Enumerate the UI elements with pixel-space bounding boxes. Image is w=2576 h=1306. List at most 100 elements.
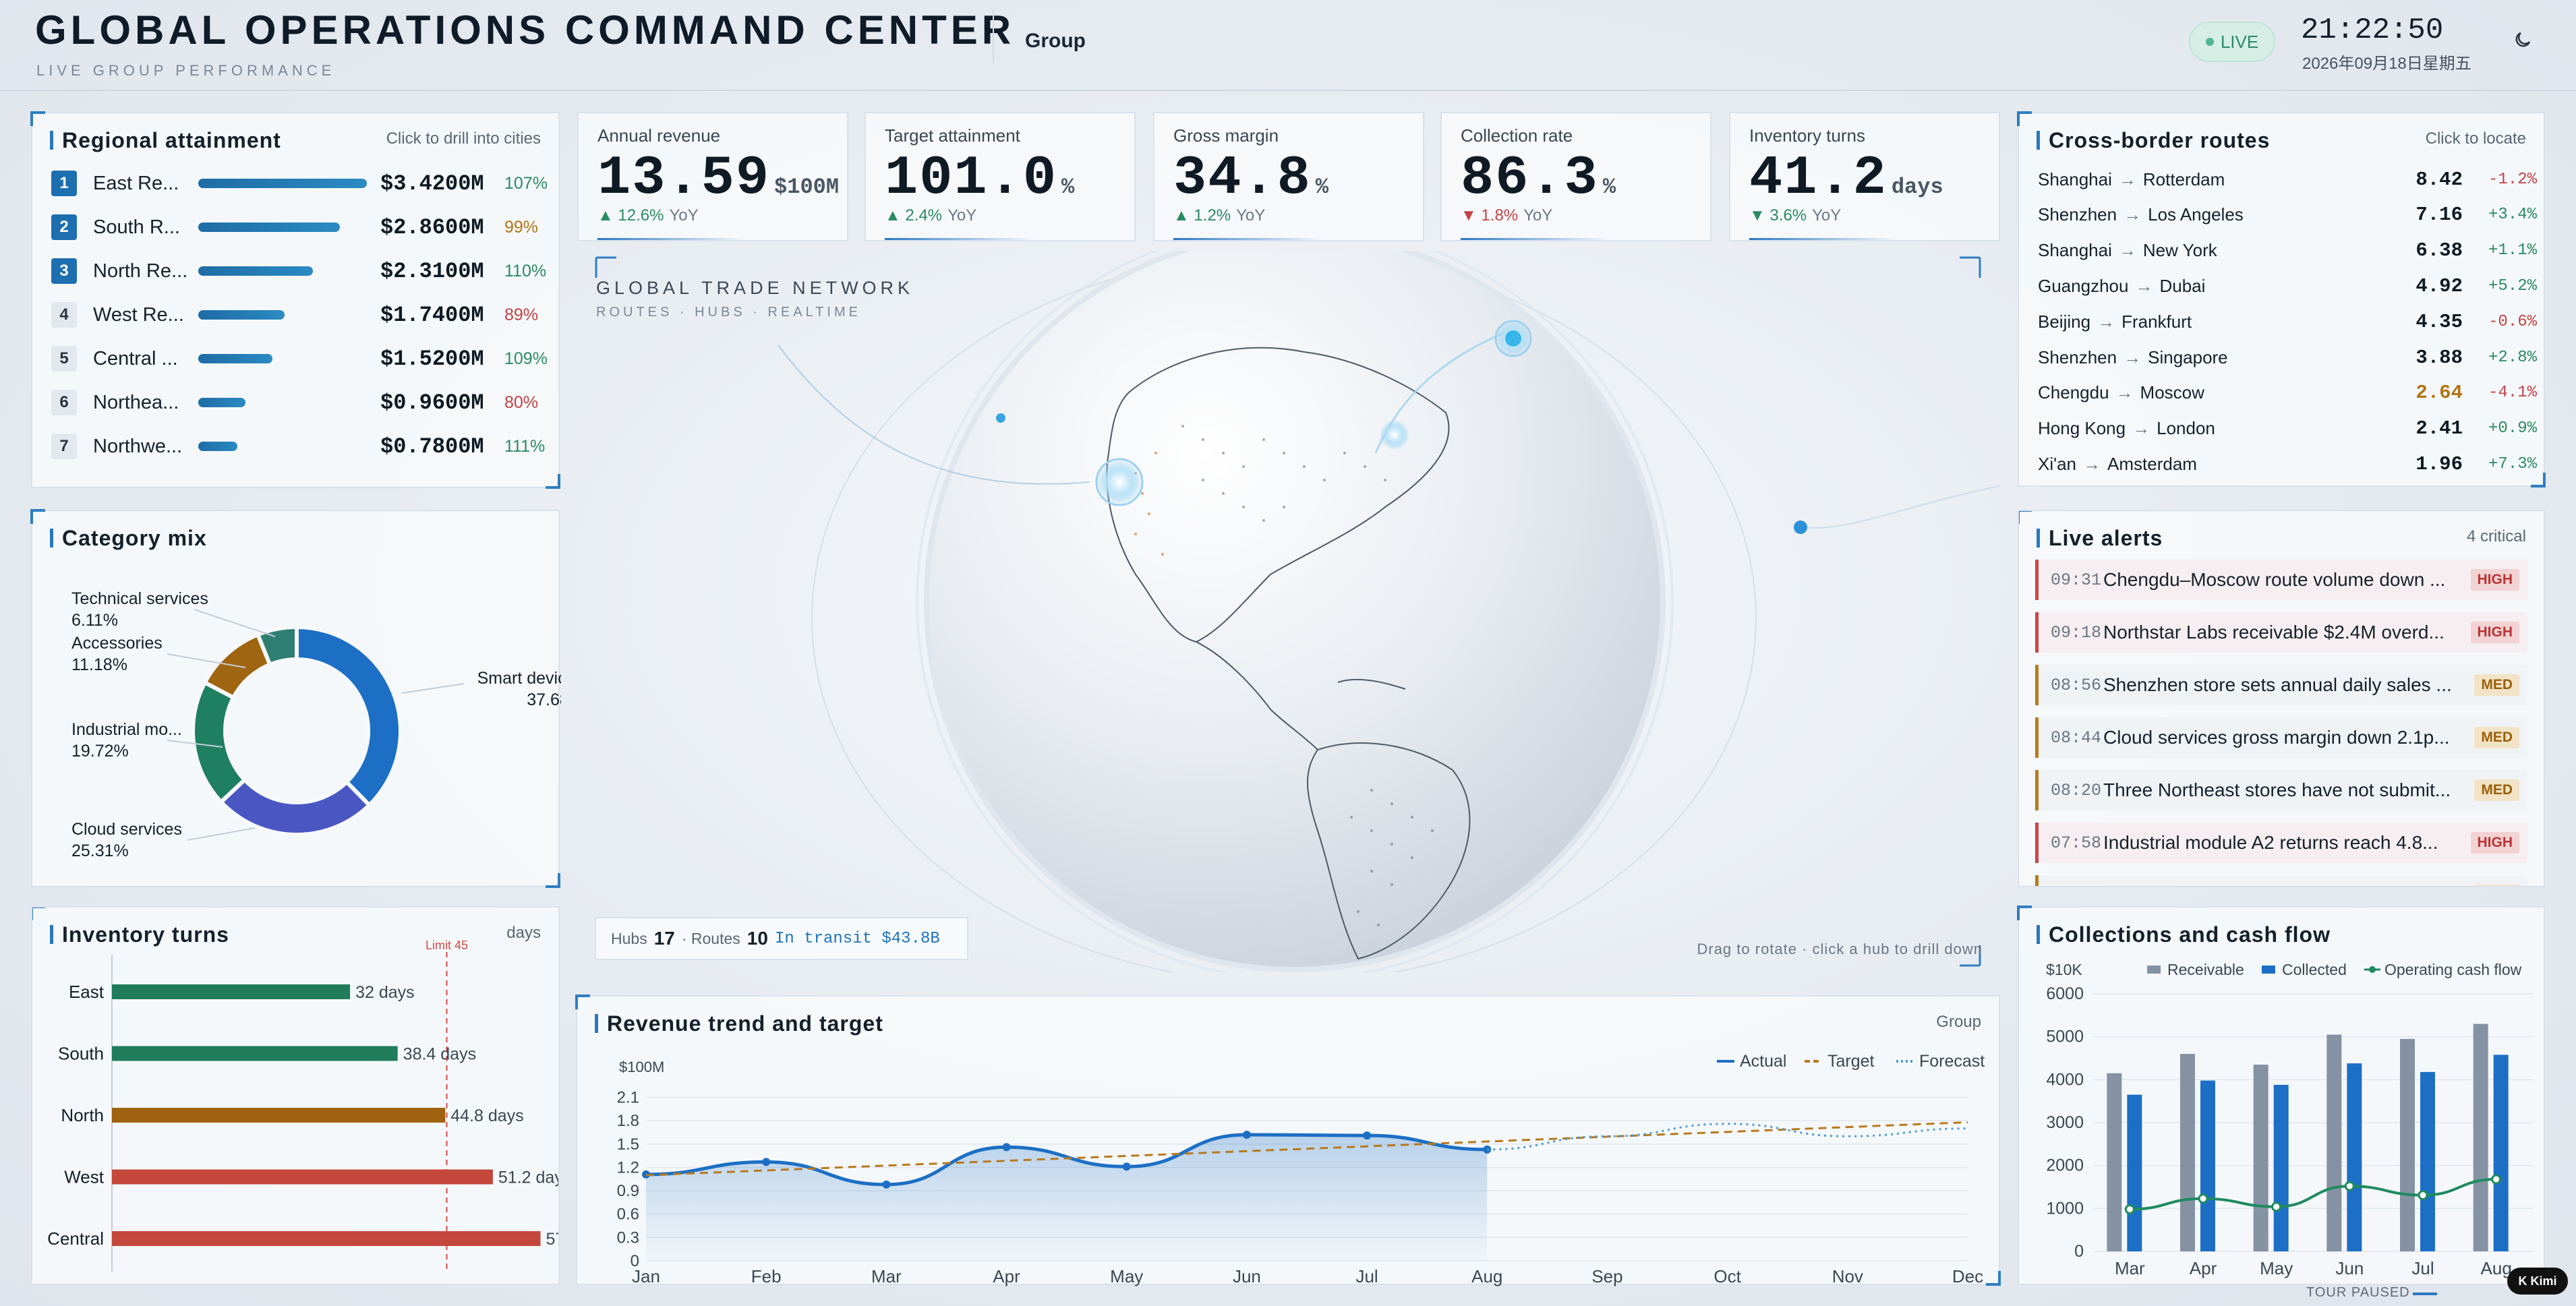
route-row[interactable]: Xi'an → Amsterdam 1.96 +7.3%: [2038, 446, 2537, 481]
kpi-card[interactable]: Annual revenue 13.59 $100M ▲ 12.6% YoY: [577, 112, 848, 241]
series-line-forecast[interactable]: [1487, 1123, 1968, 1151]
alert-item[interactable]: 09:31 Chengdu–Moscow route volume down ..…: [2035, 560, 2527, 600]
cash-flow-point[interactable]: [2418, 1190, 2428, 1201]
receivable-bar[interactable]: [2400, 1038, 2415, 1251]
cash-flow-point[interactable]: [2124, 1204, 2135, 1215]
actual-point[interactable]: [762, 1158, 771, 1166]
region-row[interactable]: 4 West Re... $1.7400M 89%: [51, 300, 550, 330]
region-row[interactable]: 3 North Re... $2.3100M 110%: [51, 256, 550, 286]
actual-point[interactable]: [1122, 1162, 1131, 1171]
kpi-delta: ▲ 12.6% YoY: [597, 206, 699, 225]
actual-point[interactable]: [882, 1180, 891, 1189]
collected-bar[interactable]: [2347, 1063, 2362, 1251]
inventory-bar[interactable]: [112, 1046, 398, 1061]
kpi-value-wrap: 41.2 days: [1749, 147, 1943, 210]
alert-item[interactable]: 08:56 Shenzhen store sets annual daily sa…: [2035, 665, 2527, 705]
panel-corner: [30, 509, 45, 524]
globe-panel[interactable]: GLOBAL TRADE NETWORK ROUTES · HUBS · REA…: [576, 251, 2000, 972]
alert-item[interactable]: 08:20 Three Northeast stores have not sub…: [2035, 770, 2527, 810]
alert-item[interactable]: 08:44 Cloud services gross margin down 2.…: [2035, 717, 2527, 758]
collected-bar[interactable]: [2420, 1071, 2435, 1251]
kpi-card[interactable]: Collection rate 86.3% ▼ 1.8% YoY: [1440, 112, 1711, 241]
route-row[interactable]: Chengdu → Moscow 2.64 -4.1%: [2038, 376, 2537, 411]
legend-label: Operating cash flow: [2384, 961, 2522, 978]
globe-graphic[interactable]: [576, 251, 2000, 972]
alert-item[interactable]: 07:58 Industrial module A2 returns reach …: [2035, 823, 2527, 863]
actual-point[interactable]: [1483, 1145, 1492, 1154]
inventory-bar[interactable]: [112, 1169, 493, 1185]
collected-bar[interactable]: [2273, 1084, 2289, 1251]
collected-bar[interactable]: [2493, 1055, 2509, 1251]
donut-slice[interactable]: [191, 680, 248, 805]
receivable-bar[interactable]: [2473, 1023, 2488, 1251]
kpi-yoy-label: YoY: [1236, 206, 1266, 225]
donut-percent-label: 6.11%: [71, 611, 118, 630]
series-line-target[interactable]: [645, 1121, 1968, 1177]
cash-flow-point[interactable]: [2344, 1181, 2355, 1191]
region-row[interactable]: 5 Central ... $1.5200M 109%: [51, 344, 550, 374]
actual-point[interactable]: [1002, 1143, 1011, 1152]
route-row[interactable]: Shenzhen → Los Angeles 7.16 +3.4%: [2038, 198, 2537, 233]
alert-time: 09:31: [2051, 570, 2102, 590]
hubs-label: Hubs: [611, 929, 647, 947]
donut-slice[interactable]: [255, 624, 299, 667]
cash-flow-point[interactable]: [2198, 1193, 2208, 1204]
route-row[interactable]: Guangzhou → Dubai 4.92 +5.2%: [2038, 268, 2537, 303]
inventory-bar-chart[interactable]: Limit 45 East 32 days South 38.4 days North 44…: [32, 908, 560, 1285]
receivable-bar[interactable]: [2253, 1065, 2268, 1251]
region-row[interactable]: 7 Northwe... $0.7800M 111%: [51, 432, 550, 461]
receivable-bar[interactable]: [2180, 1054, 2195, 1251]
revenue-line-chart[interactable]: $100M 0 0.3 0.6 0.9 1.2 1.5 1.8 2.1 Jan Feb Mar Apr M…: [577, 997, 2001, 1286]
kpi-delta-value: 1.2%: [1194, 206, 1231, 225]
live-badge[interactable]: LIVE: [2189, 22, 2275, 62]
donut-slice[interactable]: [295, 624, 403, 808]
moon-icon[interactable]: [2513, 30, 2533, 50]
header-divider: [993, 9, 994, 63]
kpi-card[interactable]: Gross margin 34.8% ▲ 1.2% YoY: [1153, 112, 1424, 241]
tour-status[interactable]: TOUR PAUSED: [2306, 1285, 2410, 1300]
severity-badge: MED: [2474, 885, 2519, 886]
region-attainment-pct: 89%: [504, 305, 539, 324]
tour-progress: [2413, 1293, 2437, 1295]
category-donut-chart[interactable]: Smart devices 37.68% Cloud services 25.31% I…: [32, 511, 561, 889]
alert-message: Cloud services gross margin down 2.1p...: [2103, 727, 2450, 748]
region-row[interactable]: 1 East Re... $3.4200M 107%: [51, 169, 550, 198]
actual-point[interactable]: [1242, 1130, 1251, 1139]
route-row[interactable]: Shanghai → New York 6.38 +1.1%: [2038, 233, 2537, 268]
route-origin: Xi'an: [2038, 453, 2077, 474]
route-row[interactable]: Hong Kong → London 2.41 +0.9%: [2038, 411, 2537, 446]
alert-message: Three Northeast stores have not submit..…: [2103, 779, 2451, 800]
inventory-bar[interactable]: [112, 1108, 446, 1123]
route-row[interactable]: Shenzhen → Singapore 3.88 +2.8%: [2038, 340, 2537, 375]
alert-item[interactable]: 07:31Group operating cash flow turns pos…: [2035, 875, 2527, 886]
alert-item[interactable]: 09:18 Northstar Labs receivable $2.4M ove…: [2035, 612, 2527, 653]
cash-flow-point[interactable]: [2271, 1201, 2282, 1212]
region-row[interactable]: 6 Northea... $0.9600M 80%: [51, 388, 550, 417]
receivable-bar[interactable]: [2107, 1073, 2122, 1251]
collected-bar[interactable]: [2200, 1080, 2215, 1251]
series-line-actual[interactable]: [645, 1133, 1488, 1187]
legend-swatch: [2262, 966, 2275, 974]
kpi-card[interactable]: Inventory turns 41.2 days ▼ 3.6% YoY: [1729, 112, 2000, 241]
actual-point[interactable]: [1363, 1131, 1372, 1140]
receivable-bar[interactable]: [2326, 1034, 2342, 1251]
region-row[interactable]: 2 South R... $2.8600M 99%: [51, 212, 550, 242]
inventory-bar[interactable]: [112, 1231, 541, 1246]
arrow-right-icon: →: [2124, 204, 2142, 225]
inventory-bar[interactable]: [112, 984, 351, 999]
route-row[interactable]: Beijing → Frankfurt 4.35 -0.6%: [2038, 304, 2537, 339]
route-row[interactable]: Shanghai → Rotterdam 8.42 -1.2%: [2038, 162, 2537, 197]
alert-message: Chengdu–Moscow route volume down ...: [2103, 569, 2446, 590]
collected-bar[interactable]: [2127, 1094, 2142, 1251]
kpi-card[interactable]: Target attainment 101.0% ▲ 2.4% YoY: [865, 112, 1136, 241]
cash-flow-point[interactable]: [2491, 1174, 2502, 1185]
route-path: Chengdu → Moscow: [2038, 382, 2368, 403]
kimi-badge[interactable]: K Kimi: [2507, 1268, 2568, 1295]
collections-bar-chart[interactable]: $10K 0 1000 2000 3000 4000 5000 6000 Mar Apr May Ju…: [2019, 908, 2546, 1286]
y-tick-label: 4000: [2046, 1070, 2084, 1089]
donut-slice[interactable]: [218, 777, 372, 837]
cash-flow-line[interactable]: [2130, 1178, 2496, 1211]
group-selector[interactable]: Group: [1025, 30, 1086, 52]
route-change: +0.9%: [2488, 419, 2537, 438]
region-progress-fill: [198, 179, 367, 188]
